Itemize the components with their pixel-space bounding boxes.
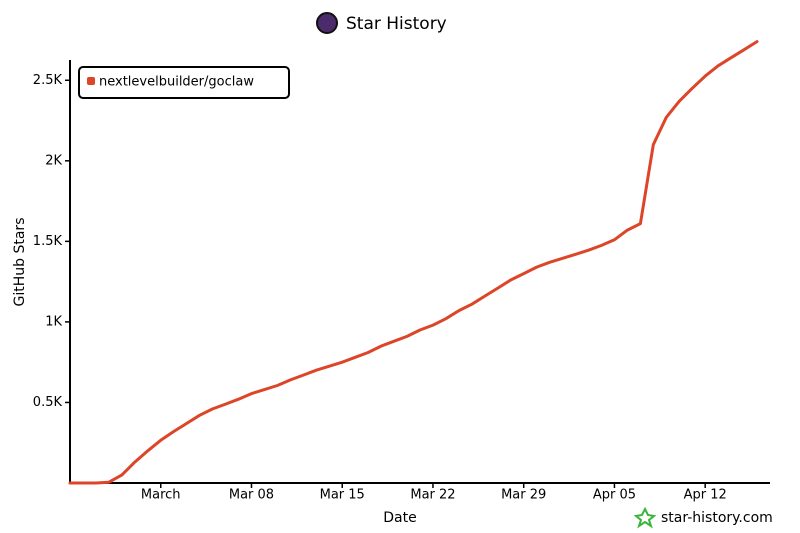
y-tick-label: 2K xyxy=(45,153,62,168)
legend-swatch xyxy=(87,77,95,85)
legend-box xyxy=(78,66,290,99)
x-tick-label: Mar 08 xyxy=(229,488,274,503)
x-tick-label: March xyxy=(141,488,181,503)
y-tick-label: 2.5K xyxy=(33,73,63,88)
x-axis-label: Date xyxy=(383,510,416,526)
watermark-icon xyxy=(633,506,657,529)
x-tick-label: Apr 05 xyxy=(593,488,636,503)
watermark: star-history.com xyxy=(661,510,773,526)
series-line xyxy=(68,40,759,485)
logo xyxy=(316,12,338,34)
x-tick-label: Apr 12 xyxy=(684,488,727,503)
x-tick-label: Mar 22 xyxy=(410,488,455,503)
y-tick-label: 1K xyxy=(45,314,62,329)
legend-label: nextlevelbuilder/goclaw xyxy=(99,75,254,90)
chart-title: Star History xyxy=(346,14,447,34)
y-axis-label: GitHub Stars xyxy=(12,218,28,307)
x-tick-label: Mar 29 xyxy=(501,488,546,503)
y-tick-label: 0.5K xyxy=(33,395,63,410)
x-tick-label: Mar 15 xyxy=(320,488,365,503)
y-tick-label: 1.5K xyxy=(33,234,63,249)
